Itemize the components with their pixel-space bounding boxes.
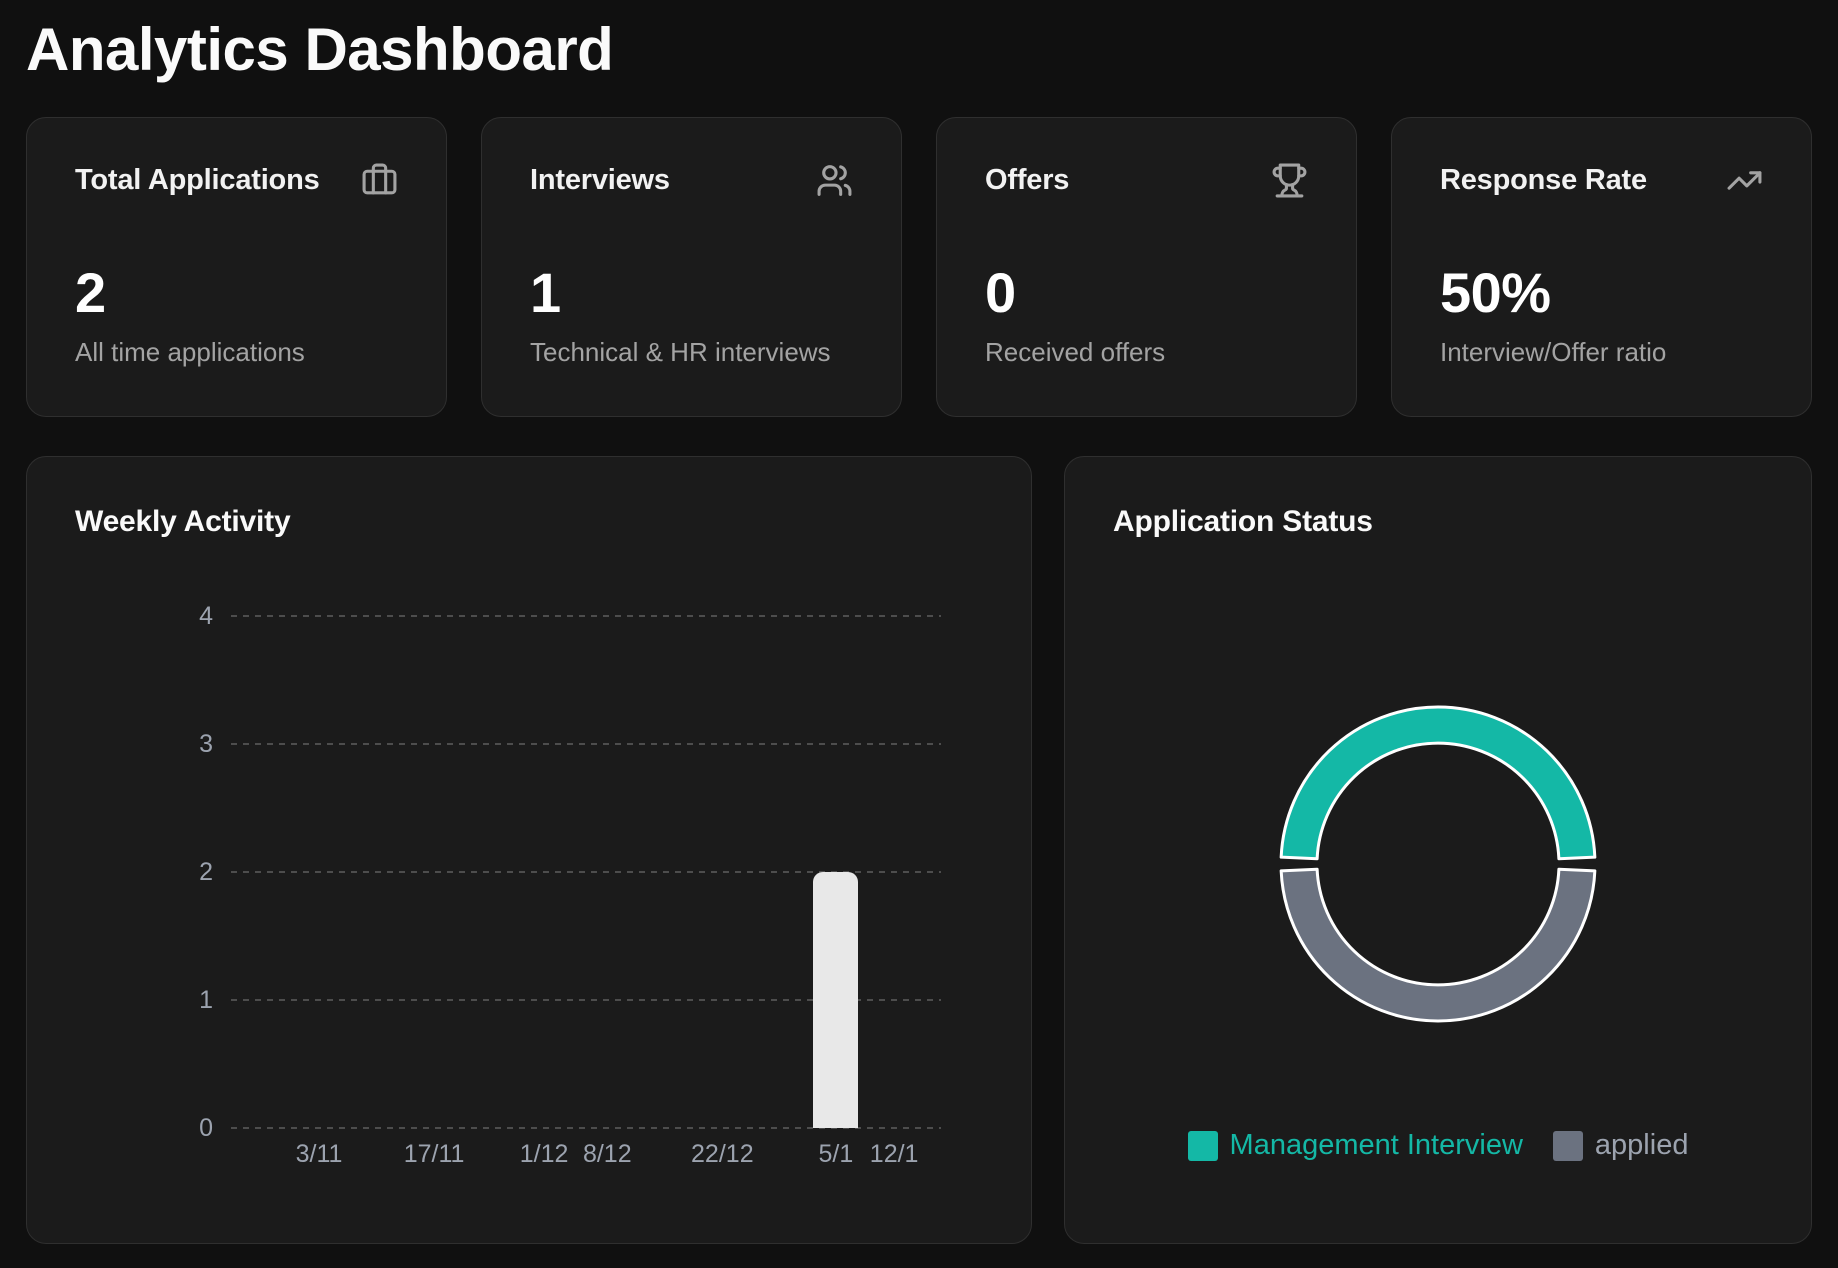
- stat-value: 50%: [1440, 261, 1551, 324]
- stat-label: Interviews: [530, 164, 670, 196]
- donut-legend: Management Interview applied: [1065, 1129, 1811, 1162]
- x-axis-tick-label: 12/1: [869, 1140, 919, 1168]
- gridline: [231, 999, 941, 1001]
- x-axis-tick-label: 1/12: [519, 1140, 569, 1168]
- stat-label: Total Applications: [75, 164, 320, 196]
- legend-swatch: [1552, 1130, 1583, 1161]
- weekly-activity-title: Weekly Activity: [75, 505, 291, 538]
- gridline: [231, 1127, 941, 1129]
- stat-card-header: Interviews: [530, 162, 853, 199]
- legend-item-management-interview: Management Interview: [1187, 1129, 1523, 1162]
- charts-row: Weekly Activity 4 3 2 1 0 3/11 17/11 1/12 8/12 22…: [26, 456, 1812, 1244]
- gridline: [231, 743, 941, 745]
- stat-label: Response Rate: [1440, 164, 1647, 196]
- stat-value: 0: [985, 261, 1016, 324]
- stat-cards-row: Total Applications 2 All time applicatio…: [26, 117, 1812, 417]
- stat-card-header: Response Rate: [1440, 162, 1763, 199]
- donut-slice-management-interview: [1279, 705, 1597, 861]
- y-axis-tick-label: 4: [199, 602, 213, 630]
- weekly-activity-bar-chart: 4 3 2 1 0 3/11 17/11 1/12 8/12 22/12 5/1 12/1: [199, 604, 941, 1168]
- x-axis-tick-label: 17/11: [403, 1140, 465, 1168]
- trophy-icon: [1271, 162, 1308, 199]
- x-axis-tick-label: 22/12: [691, 1140, 754, 1168]
- stat-card-header: Total Applications: [75, 162, 398, 199]
- legend-label: Management Interview: [1229, 1129, 1523, 1161]
- stat-subtitle: All time applications: [75, 337, 305, 367]
- stat-value: 1: [530, 261, 561, 324]
- stat-subtitle: Interview/Offer ratio: [1440, 337, 1667, 367]
- users-icon: [816, 162, 853, 199]
- y-axis-tick-label: 2: [199, 858, 213, 886]
- stat-label: Offers: [985, 164, 1070, 196]
- stat-card-total-applications: Total Applications 2 All time applicatio…: [26, 117, 447, 417]
- stat-card-response-rate: Response Rate 50% Interview/Offer ratio: [1391, 117, 1812, 417]
- stat-value: 2: [75, 261, 106, 324]
- application-status-donut-chart: [1279, 705, 1597, 1023]
- briefcase-icon: [361, 162, 398, 199]
- application-status-card: Application Status Management Interview a…: [1064, 456, 1812, 1244]
- y-axis-tick-label: 3: [199, 730, 213, 758]
- page-title: Analytics Dashboard: [26, 16, 614, 83]
- legend-item-applied: applied: [1552, 1129, 1689, 1162]
- trending-up-icon: [1726, 162, 1763, 199]
- stat-card-offers: Offers 0 Received offers: [936, 117, 1357, 417]
- legend-label: applied: [1594, 1129, 1689, 1161]
- bar-5/1: [813, 872, 859, 1128]
- stat-card-header: Offers: [985, 162, 1308, 199]
- x-axis-tick-label: 5/1: [818, 1140, 854, 1168]
- y-axis-tick-label: 1: [199, 986, 213, 1014]
- legend-swatch: [1187, 1130, 1218, 1161]
- gridline: [231, 615, 941, 617]
- gridline: [231, 871, 941, 873]
- y-axis-tick-label: 0: [199, 1114, 213, 1142]
- x-axis-tick-label: 8/12: [582, 1140, 632, 1168]
- stat-subtitle: Received offers: [985, 337, 1166, 367]
- weekly-activity-card: Weekly Activity 4 3 2 1 0 3/11 17/11 1/12 8/12 22…: [26, 456, 1032, 1244]
- stat-subtitle: Technical & HR interviews: [530, 337, 831, 367]
- application-status-title: Application Status: [1113, 505, 1373, 538]
- donut-slice-applied: [1279, 867, 1597, 1023]
- stat-card-interviews: Interviews 1 Technical & HR interviews: [481, 117, 902, 417]
- x-axis-tick-label: 3/11: [295, 1140, 343, 1168]
